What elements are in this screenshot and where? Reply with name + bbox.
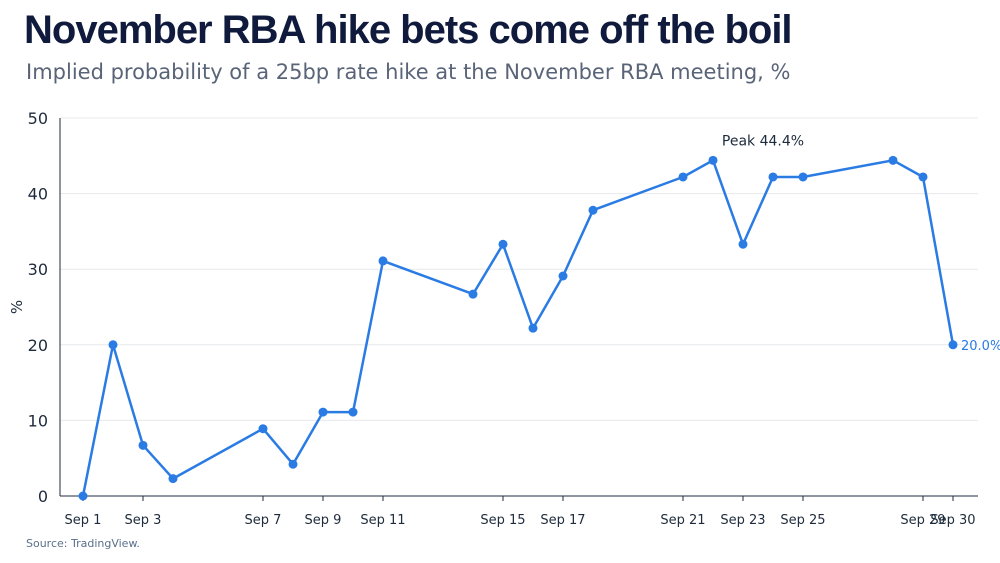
x-tick-label: Sep 30 bbox=[930, 513, 975, 528]
x-tick-label: Sep 29 bbox=[900, 513, 945, 528]
x-tick-label: Sep 11 bbox=[360, 513, 405, 528]
peak-annotation: Peak 44.4% bbox=[722, 133, 804, 149]
x-tick-label: Sep 9 bbox=[305, 513, 342, 528]
data-point bbox=[138, 440, 148, 450]
data-point bbox=[678, 172, 688, 182]
data-point bbox=[708, 155, 718, 165]
data-point bbox=[318, 407, 328, 417]
source-note: Source: TradingView. bbox=[26, 537, 140, 550]
data-point bbox=[348, 407, 358, 417]
data-point bbox=[918, 172, 928, 182]
y-tick-label: 0 bbox=[38, 487, 48, 506]
data-point bbox=[768, 172, 778, 182]
data-point bbox=[798, 172, 808, 182]
labels-layer: 0 10 20 30 40 50% Sep 1 Sep 3 Sep 7 Sep 9 Sep 11 Se… bbox=[8, 109, 1000, 528]
x-tick-label: Sep 1 bbox=[65, 513, 102, 528]
data-point bbox=[108, 340, 118, 350]
x-tick-label: Sep 7 bbox=[245, 513, 282, 528]
series-line bbox=[81, 159, 955, 497]
x-tick-label: Sep 15 bbox=[480, 513, 525, 528]
data-point bbox=[258, 424, 268, 434]
grid-lines bbox=[60, 117, 978, 421]
chart-subtitle: Implied probability of a 25bp rate hike … bbox=[26, 60, 791, 84]
page-title: November RBA hike bets come off the boil bbox=[24, 8, 793, 52]
y-tick-label: 50 bbox=[28, 109, 48, 128]
last-value-annotation: 20.0% bbox=[961, 339, 1000, 354]
axes bbox=[59, 118, 978, 501]
y-tick-label: 10 bbox=[28, 411, 48, 430]
y-axis-label: % bbox=[8, 300, 26, 314]
data-point bbox=[528, 323, 538, 333]
x-tick-label: Sep 21 bbox=[660, 513, 705, 528]
x-tick-label: Sep 17 bbox=[540, 513, 585, 528]
data-point bbox=[168, 474, 178, 484]
x-tick-label: Sep 3 bbox=[125, 513, 162, 528]
data-point bbox=[468, 289, 478, 299]
data-point bbox=[558, 271, 568, 281]
data-point bbox=[738, 239, 748, 249]
x-tick-label: Sep 25 bbox=[780, 513, 825, 528]
series-layer bbox=[78, 155, 958, 501]
y-tick-label: 30 bbox=[28, 260, 48, 279]
data-point bbox=[288, 459, 298, 469]
x-tick-label: Sep 23 bbox=[720, 513, 765, 528]
data-point bbox=[378, 256, 388, 266]
data-point bbox=[948, 340, 958, 350]
data-point bbox=[78, 491, 88, 501]
data-point bbox=[498, 239, 508, 249]
y-tick-label: 20 bbox=[28, 336, 48, 355]
data-point bbox=[888, 155, 898, 165]
data-point bbox=[588, 205, 598, 215]
y-tick-label: 40 bbox=[28, 185, 48, 204]
